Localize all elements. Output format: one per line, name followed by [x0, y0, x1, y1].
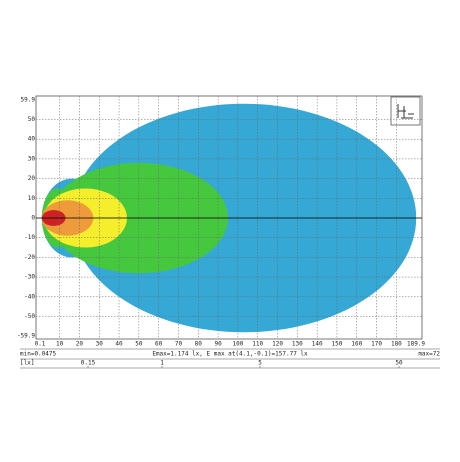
x-tick-label: 130 [292, 341, 303, 348]
y-tick-label: -30 [24, 274, 35, 281]
level-label: 5 [258, 360, 262, 367]
x-tick-label: 90 [214, 341, 222, 348]
level-label: 1 [160, 360, 164, 367]
unit-label: [lx] [20, 360, 34, 367]
x-tick-label: 120 [272, 341, 283, 348]
x-tick-label: 100 [232, 341, 243, 348]
x-tick-label: 30 [96, 341, 104, 348]
y-tick-label: 40 [28, 136, 36, 143]
y-tick-label: 59.9 [21, 97, 36, 104]
x-tick-label: 150 [332, 341, 343, 348]
x-tick-label: 189.9 [407, 341, 425, 348]
emax-label: Emax=1.174 lx, E max at(4.1,-0.1)=157.77… [152, 351, 308, 358]
x-tick-label: 70 [175, 341, 183, 348]
x-tick-label: 20 [76, 341, 84, 348]
x-tick-label: 170 [371, 341, 382, 348]
x-tick-label: 180 [391, 341, 402, 348]
y-tick-label: 10 [28, 195, 36, 202]
y-tick-label: -20 [24, 254, 35, 261]
x-tick-label: 0.1 [35, 341, 46, 348]
y-tick-label: 20 [28, 175, 36, 182]
logo [390, 96, 421, 126]
y-tick-label: -40 [24, 293, 35, 300]
max-label: max=72 [418, 351, 440, 358]
y-tick-label: 50 [28, 116, 36, 123]
x-tick-label: 60 [155, 341, 163, 348]
y-tick-label: -50 [24, 313, 35, 320]
x-tick-label: 110 [252, 341, 263, 348]
level-label: 50 [395, 360, 403, 367]
x-tick-label: 160 [351, 341, 362, 348]
y-tick-label: -10 [24, 234, 35, 241]
x-tick-label: 10 [56, 341, 64, 348]
logo-glyph [397, 104, 414, 119]
plot-frame [35, 95, 423, 340]
y-tick-label: 30 [28, 155, 36, 162]
level-label: 0.15 [81, 360, 96, 367]
x-tick-label: 80 [195, 341, 203, 348]
min-label: min=0.0475 [20, 351, 57, 358]
x-tick-label: 50 [135, 341, 143, 348]
y-tick-label: 0 [31, 215, 35, 222]
x-tick-label: 140 [312, 341, 323, 348]
x-tick-label: 40 [115, 341, 123, 348]
y-tick-label: -59.9 [17, 333, 35, 340]
